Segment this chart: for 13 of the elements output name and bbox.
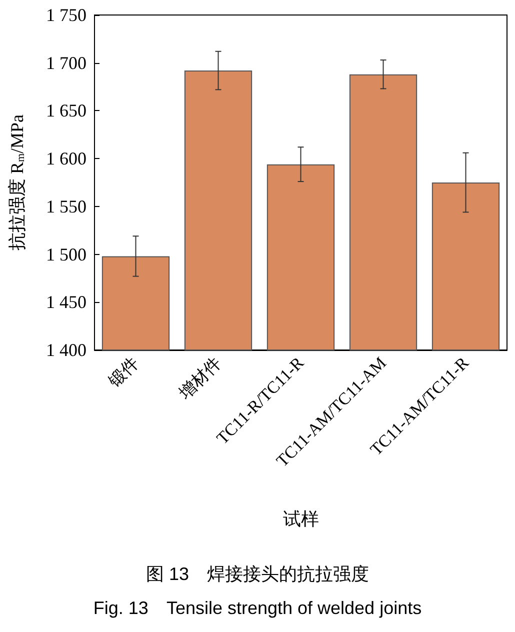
y-tick-label: 1 450: [46, 292, 86, 312]
x-tick-label: 锻件: [104, 353, 142, 392]
y-tick-label: 1 550: [46, 196, 86, 216]
y-tick-label: 1 700: [46, 52, 86, 73]
y-tick-label: 1 400: [46, 340, 86, 360]
x-axis-title: 试样: [282, 509, 319, 529]
caption: 图 13 焊接接头的抗拉强度: [146, 564, 370, 584]
y-tick-label: 1 500: [46, 244, 86, 264]
y-tick-label: 1 650: [46, 100, 86, 121]
y-tick-label: 1 750: [46, 5, 86, 25]
y-tick-label: 1 600: [46, 148, 86, 169]
caption: Fig. 13 Tensile strength of welded joints: [93, 598, 422, 618]
y-axis-title: 抗拉强度 Rm/MPa: [7, 114, 27, 251]
